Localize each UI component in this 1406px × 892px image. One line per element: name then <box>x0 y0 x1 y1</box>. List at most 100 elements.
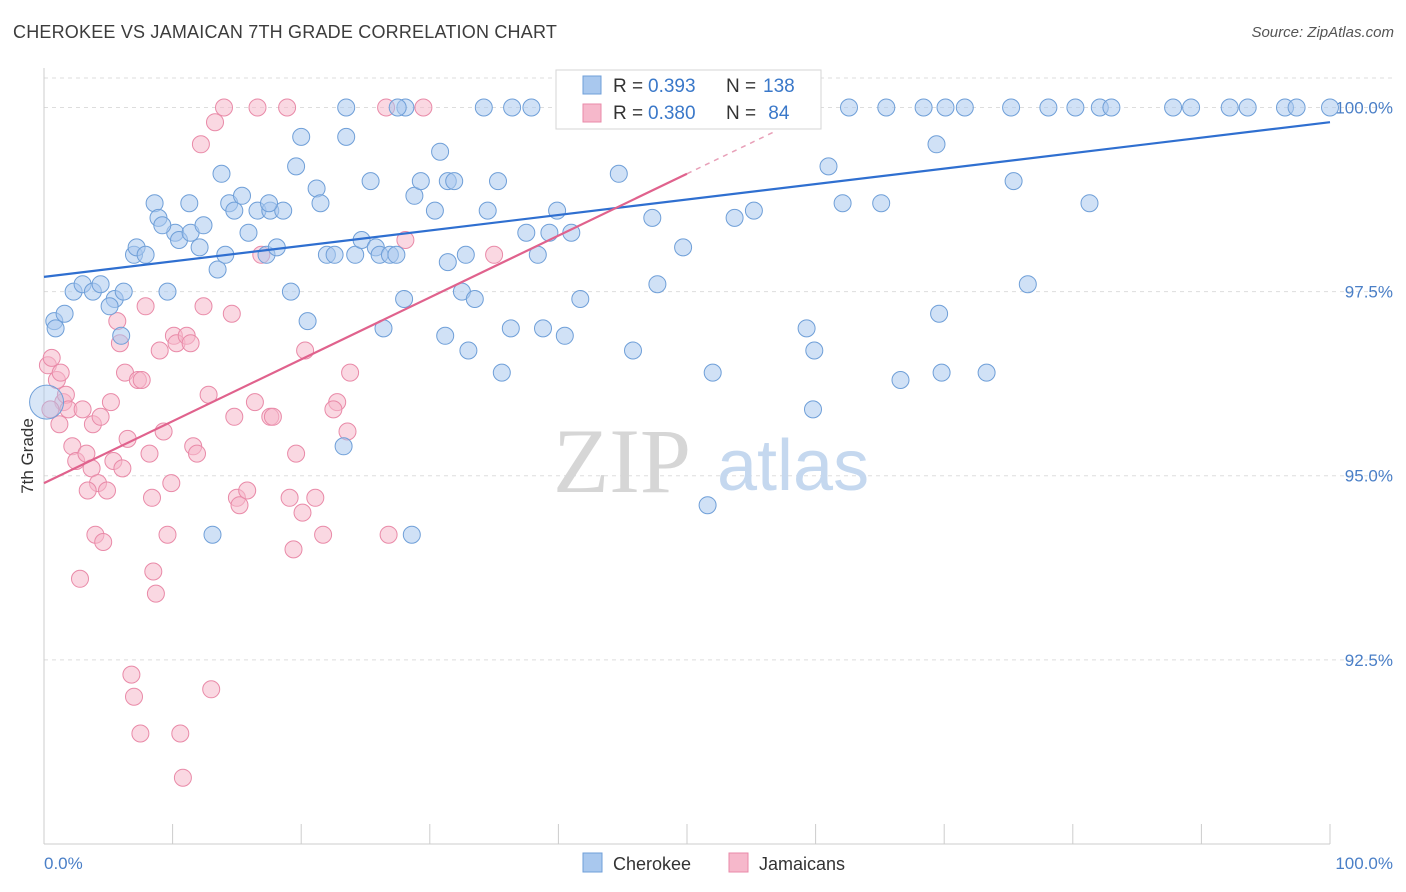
jamaicans-point <box>306 488 325 507</box>
cherokee-point <box>703 363 722 382</box>
cherokee-point <box>233 186 251 205</box>
jamaicans-point <box>284 540 303 559</box>
jamaicans-point <box>136 297 155 316</box>
y-tick-label: 97.5% <box>1345 283 1393 302</box>
cherokee-point <box>489 172 507 191</box>
jamaicans-point <box>140 444 159 463</box>
jamaicans-point <box>338 422 357 441</box>
legend-bottom-swatch-cherokee <box>582 852 603 873</box>
jamaicans-point <box>188 444 206 463</box>
cherokee-point <box>1321 98 1339 117</box>
legend-bottom-label-jamaicans: Jamaicans <box>759 854 845 874</box>
cherokee-point <box>833 194 852 213</box>
cherokee-point <box>100 297 119 316</box>
cherokee-point <box>203 525 222 544</box>
y-axis-tick-labels: 92.5% 95.0% 97.5% 100.0% <box>1335 98 1393 669</box>
jamaicans-point <box>485 245 504 264</box>
cherokee-point <box>955 98 974 117</box>
cherokee-point <box>1039 98 1058 117</box>
jamaicans-point <box>150 341 169 360</box>
jamaicans-point <box>238 481 257 500</box>
watermark-atlas: atlas <box>717 426 869 506</box>
cherokee-point <box>877 98 896 117</box>
legend-n-label-jamaicans: N = <box>726 103 756 124</box>
cherokee-point <box>114 282 133 301</box>
legend-bottom: Cherokee Jamaicans <box>582 852 845 874</box>
cherokee-point <box>1066 98 1085 117</box>
jamaicans-point <box>263 407 282 426</box>
legend-swatch-jamaicans <box>582 103 602 123</box>
cherokee-point <box>337 127 356 146</box>
cherokee-point <box>478 201 497 220</box>
jamaicans-point <box>125 687 143 706</box>
jamaicans-point <box>113 459 132 478</box>
cherokee-point <box>387 245 406 264</box>
cherokee-points <box>29 98 1339 544</box>
y-tick-label: 95.0% <box>1345 467 1393 486</box>
jamaicans-point <box>287 444 306 463</box>
x-tick-label-max: 100.0% <box>1335 854 1393 873</box>
jamaicans-point <box>379 525 398 544</box>
cherokee-point <box>311 194 330 213</box>
cherokee-point <box>891 371 910 389</box>
cherokee-point <box>46 319 65 338</box>
cherokee-point <box>643 208 662 227</box>
cherokee-point <box>648 275 667 294</box>
cherokee-point <box>624 341 642 360</box>
cherokee-point <box>819 157 838 176</box>
cherokee-point <box>517 223 536 242</box>
jamaicans-trend-line <box>43 172 688 485</box>
cherokee-point <box>91 275 110 294</box>
cherokee-point <box>180 194 199 213</box>
cherokee-point <box>260 194 278 213</box>
cherokee-point <box>153 216 172 235</box>
cherokee-point <box>1004 172 1023 191</box>
legend-bottom-label-cherokee: Cherokee <box>613 854 691 874</box>
jamaicans-point <box>191 135 210 154</box>
cherokee-point <box>609 164 628 183</box>
cherokee-point <box>436 326 455 345</box>
jamaicans-point <box>91 407 110 426</box>
cherokee-point <box>534 319 552 338</box>
jamaicans-point <box>341 363 360 382</box>
cherokee-point <box>797 319 816 338</box>
cherokee-point <box>292 127 311 146</box>
jamaicans-point <box>50 415 69 434</box>
cherokee-point <box>212 164 231 183</box>
cherokee-point <box>402 525 421 544</box>
jamaicans-point <box>158 525 177 544</box>
jamaicans-point <box>202 680 221 699</box>
legend-bottom-swatch-jamaicans <box>728 852 749 873</box>
legend-top: R = 0.393 N = 138 R = 0.380 N = 84 <box>555 69 822 130</box>
cherokee-point <box>287 157 306 176</box>
cherokee-point <box>698 496 717 515</box>
cherokee-point <box>239 223 258 242</box>
cherokee-point <box>334 437 353 456</box>
cherokee-point <box>540 223 559 242</box>
jamaicans-point <box>280 488 299 507</box>
jamaicans-point <box>144 562 163 581</box>
y-tick-label: 92.5% <box>1345 651 1393 670</box>
cherokee-point <box>725 208 744 227</box>
jamaicans-point <box>248 98 267 117</box>
cherokee-point <box>112 326 131 345</box>
watermark-zip: ZIP <box>553 410 691 512</box>
jamaicans-point <box>194 297 213 316</box>
jamaicans-points <box>38 98 504 787</box>
jamaicans-point <box>396 231 415 249</box>
legend-r-value-jamaicans: 0.380 <box>648 103 696 124</box>
jamaicans-point <box>173 768 192 787</box>
jamaicans-point <box>98 481 116 500</box>
cherokee-point <box>337 98 356 117</box>
cherokee-point <box>1002 98 1021 117</box>
jamaicans-point <box>171 724 190 743</box>
jamaicans-point <box>414 98 433 117</box>
jamaicans-point <box>42 348 61 367</box>
cherokee-point <box>395 290 414 308</box>
jamaicans-point <box>78 481 97 500</box>
cherokee-point <box>1080 194 1099 213</box>
y-axis-label: 7th Grade <box>18 418 37 494</box>
legend-swatch-cherokee <box>582 75 602 95</box>
cherokee-point <box>158 282 177 301</box>
cherokee-point <box>1182 98 1201 117</box>
